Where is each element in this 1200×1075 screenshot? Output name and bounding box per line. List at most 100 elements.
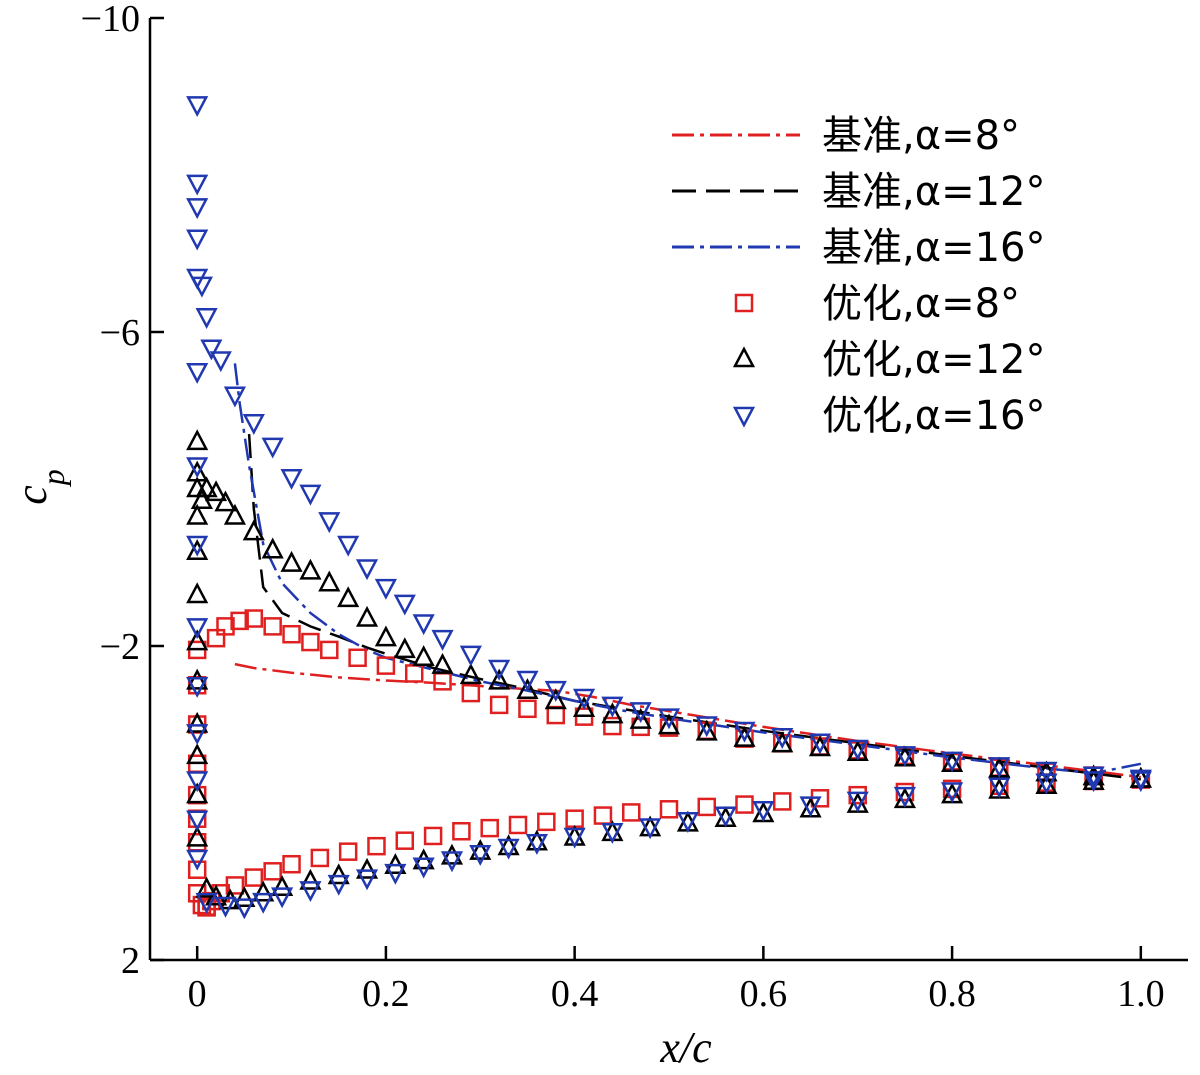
data-point xyxy=(497,834,520,856)
data-point xyxy=(318,570,341,592)
data-point xyxy=(186,363,209,384)
data-point xyxy=(893,746,916,768)
x-tick-label: 0 xyxy=(188,973,207,1015)
data-point xyxy=(629,707,652,729)
data-point xyxy=(733,725,756,747)
data-point xyxy=(186,743,209,765)
data-point xyxy=(657,708,681,730)
data-point xyxy=(186,174,209,196)
data-point xyxy=(469,838,492,860)
data-point xyxy=(337,586,360,608)
data-point xyxy=(771,728,794,749)
data-point xyxy=(771,731,794,753)
data-point xyxy=(489,695,509,715)
data-point xyxy=(271,875,294,897)
data-point xyxy=(209,351,232,373)
data-point xyxy=(988,777,1011,799)
data-point xyxy=(301,632,320,652)
data-point xyxy=(299,881,322,903)
data-point xyxy=(186,96,209,118)
legend-label: 基准,α=8° xyxy=(822,113,1020,159)
data-point xyxy=(186,810,209,832)
data-point xyxy=(376,656,396,675)
data-point xyxy=(516,670,539,692)
data-point xyxy=(242,414,265,435)
data-point xyxy=(459,663,482,685)
data-point xyxy=(355,559,379,581)
data-point xyxy=(525,829,548,851)
data-point xyxy=(186,677,209,698)
data-point xyxy=(518,699,537,719)
legend-marker xyxy=(732,346,756,368)
data-point xyxy=(657,713,681,735)
data-point xyxy=(639,818,662,840)
data-point xyxy=(603,716,622,736)
data-point xyxy=(282,854,301,874)
data-point xyxy=(214,490,237,512)
y-tick-label: −10 xyxy=(81,0,140,40)
data-point xyxy=(395,831,415,850)
series-2 xyxy=(247,434,1141,781)
data-point xyxy=(808,733,832,755)
data-point xyxy=(1035,761,1058,783)
data-point xyxy=(601,696,624,718)
data-point xyxy=(200,339,223,361)
data-point xyxy=(186,618,209,640)
data-point xyxy=(230,611,249,631)
data-point xyxy=(252,892,275,914)
data-point xyxy=(572,688,596,710)
data-point xyxy=(186,782,209,804)
data-point xyxy=(186,429,209,451)
data-point xyxy=(195,476,218,498)
data-point xyxy=(697,797,716,817)
data-point xyxy=(244,868,264,887)
data-point xyxy=(206,628,226,648)
data-point xyxy=(459,645,482,667)
data-point xyxy=(223,386,247,408)
series-5 xyxy=(186,429,1152,910)
data-point xyxy=(204,884,228,906)
data-point xyxy=(469,844,492,866)
legend-label: 基准,α=16° xyxy=(822,225,1046,271)
data-point xyxy=(263,862,282,881)
data-point xyxy=(735,795,754,814)
y-tick-label: 2 xyxy=(121,940,140,982)
data-point xyxy=(299,484,322,506)
x-tick-label: 0.8 xyxy=(928,973,976,1015)
data-point xyxy=(544,688,567,710)
data-point xyxy=(412,645,435,667)
data-point xyxy=(214,896,237,918)
data-point xyxy=(186,711,209,733)
data-point xyxy=(601,702,624,724)
data-point xyxy=(714,806,737,828)
data-point xyxy=(186,198,209,220)
x-tick-label: 0.6 xyxy=(740,973,788,1015)
data-point xyxy=(242,519,265,541)
legend-label: 基准,α=12° xyxy=(822,169,1046,215)
data-point xyxy=(676,812,699,833)
data-point xyxy=(252,880,275,902)
data-point xyxy=(186,582,209,604)
data-point xyxy=(659,718,679,737)
data-point xyxy=(186,503,209,525)
axes: x/c cp 0 0.2 0.4 0.6 0.8 1.0 −10 −6 −2 2 xyxy=(7,0,1188,1072)
data-point xyxy=(488,659,511,681)
data-point xyxy=(1129,769,1152,791)
series-6 xyxy=(186,96,1152,920)
y-axis-label: cp xyxy=(7,469,71,505)
data-point xyxy=(988,757,1011,778)
data-point xyxy=(440,843,464,865)
data-point xyxy=(338,842,358,861)
data-point xyxy=(186,825,209,847)
data-point xyxy=(846,739,869,761)
data-point xyxy=(431,652,454,674)
data-point xyxy=(733,721,756,743)
y-tick-label: −2 xyxy=(100,626,140,668)
data-point xyxy=(565,809,584,828)
data-point xyxy=(327,863,350,885)
data-point xyxy=(233,898,256,920)
data-point xyxy=(1082,766,1105,788)
data-point xyxy=(186,629,209,651)
data-point xyxy=(186,771,209,793)
data-point xyxy=(195,892,218,914)
